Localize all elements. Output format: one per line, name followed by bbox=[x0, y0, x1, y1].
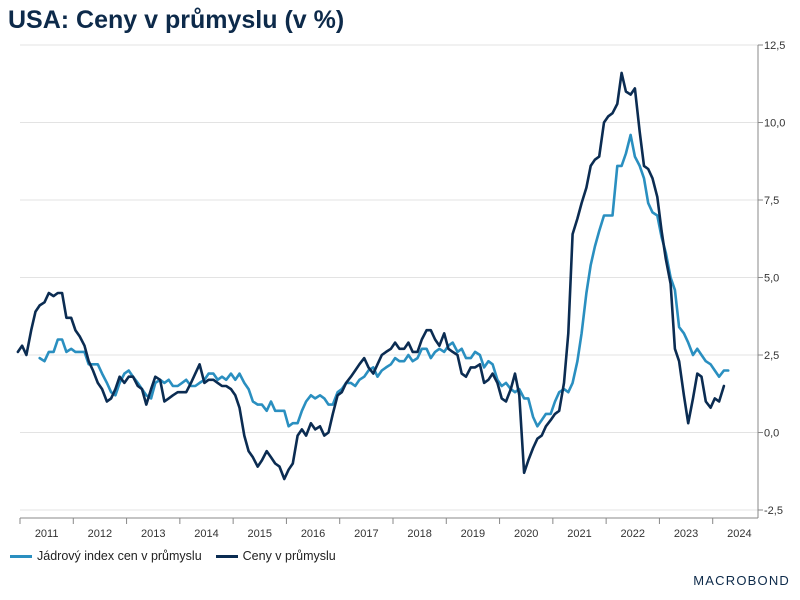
series-lines bbox=[16, 71, 730, 481]
chart-title: USA: Ceny v průmyslu (v %) bbox=[8, 6, 345, 34]
x-tick-label: 2014 bbox=[194, 528, 218, 540]
x-tick-label: 2023 bbox=[674, 528, 698, 540]
legend-label-core: Jádrový index cen v průmyslu bbox=[37, 549, 202, 563]
series-line-0 bbox=[38, 133, 730, 428]
x-axis: 2011 2012 2013 2014 2015 2016 2017 2018 2019 2020… bbox=[19, 517, 758, 540]
legend-swatch-ppi bbox=[215, 554, 238, 558]
y-tick-label: 12,5 bbox=[764, 40, 785, 52]
y-tick-label: -2,5 bbox=[764, 505, 783, 517]
x-tick-label: 2017 bbox=[354, 528, 378, 540]
x-tick-label: 2024 bbox=[727, 528, 751, 540]
x-tick-label: 2011 bbox=[35, 528, 59, 540]
series-line-1 bbox=[16, 71, 726, 481]
legend-item-core: Jádrový index cen v průmyslu bbox=[10, 549, 202, 563]
y-tick-label: 10,0 bbox=[764, 118, 785, 130]
x-tick-label: 2012 bbox=[88, 528, 112, 540]
x-tick-label: 2021 bbox=[567, 528, 591, 540]
x-tick-label: 2020 bbox=[514, 528, 538, 540]
gridlines bbox=[20, 44, 758, 511]
x-tick-label: 2018 bbox=[407, 528, 431, 540]
y-tick-label: 7,5 bbox=[764, 195, 779, 207]
x-tick-label: 2016 bbox=[301, 528, 325, 540]
x-tick-label: 2019 bbox=[461, 528, 485, 540]
brand-logo: MACROBOND bbox=[693, 573, 790, 588]
x-tick-label: 2015 bbox=[248, 528, 272, 540]
x-tick-label: 2013 bbox=[141, 528, 165, 540]
legend: Jádrový index cen v průmyslu Ceny v prům… bbox=[10, 549, 336, 563]
y-tick-label: 2,5 bbox=[764, 350, 779, 362]
legend-label-ppi: Ceny v průmyslu bbox=[242, 549, 336, 563]
y-axis: 12,5 10,0 7,5 5,0 2,5 0,0 -2,5 bbox=[757, 40, 785, 518]
y-tick-label: 5,0 bbox=[764, 273, 779, 285]
legend-item-ppi: Ceny v průmyslu bbox=[215, 549, 336, 563]
y-tick-label: 0,0 bbox=[764, 428, 779, 440]
x-tick-label: 2022 bbox=[621, 528, 645, 540]
legend-swatch-core bbox=[10, 554, 32, 558]
chart-area: 2011 2012 2013 2014 2015 2016 2017 2018 2019 2020… bbox=[16, 40, 785, 540]
